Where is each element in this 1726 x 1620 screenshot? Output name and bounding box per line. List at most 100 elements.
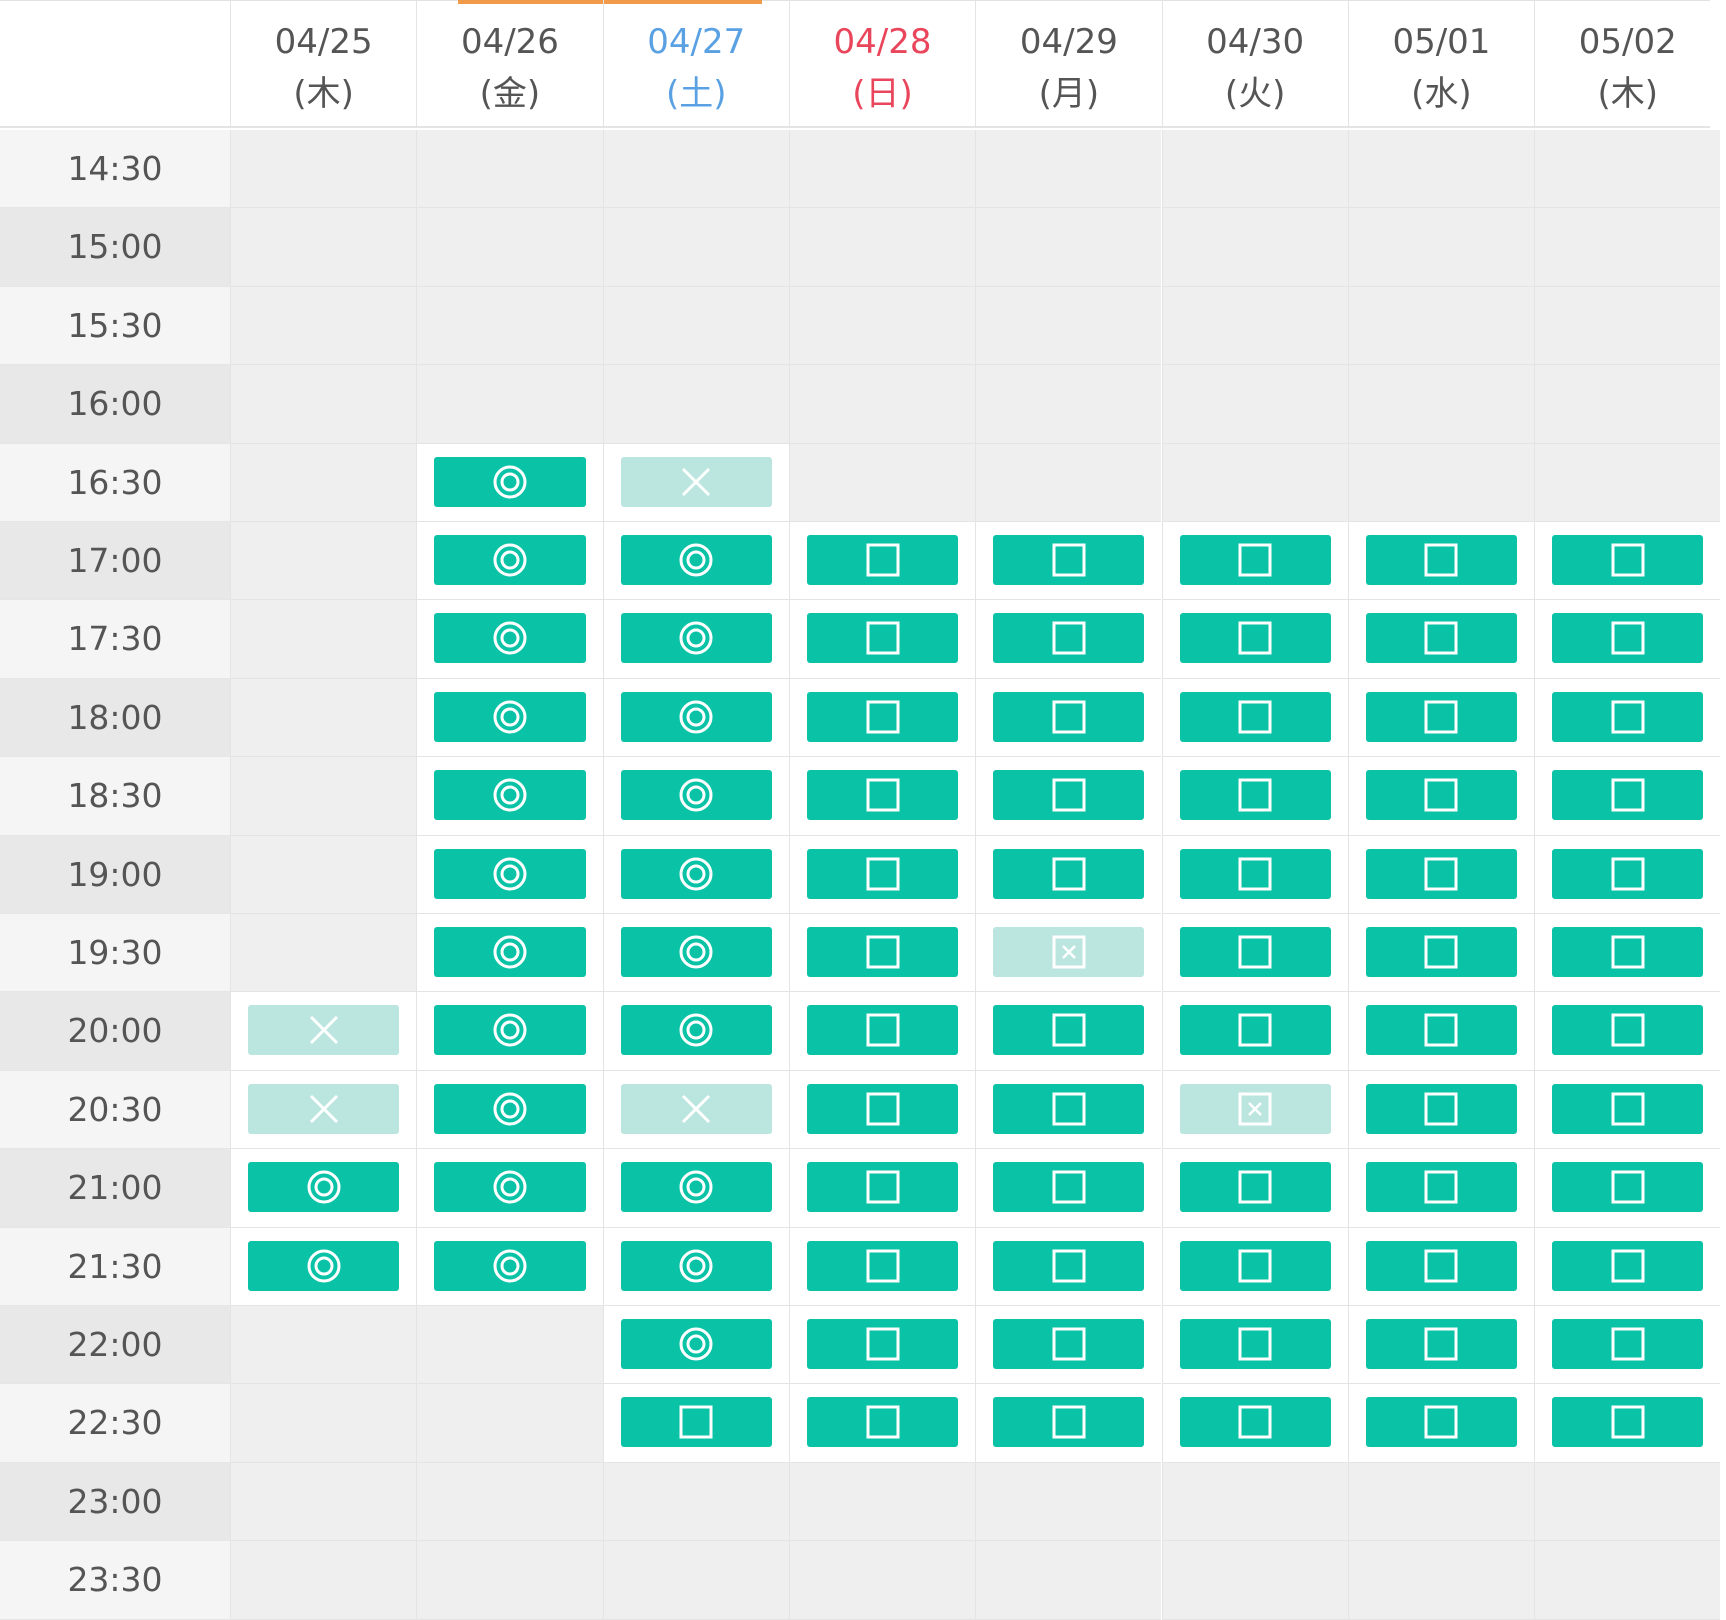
- empty-cell: [1348, 208, 1534, 286]
- available-slot-button[interactable]: [621, 692, 772, 742]
- available-slot-button[interactable]: [434, 535, 585, 585]
- available-slot-button[interactable]: [1366, 770, 1517, 820]
- available-slot-button[interactable]: [1366, 692, 1517, 742]
- available-slot-button[interactable]: [1180, 770, 1331, 820]
- available-slot-button[interactable]: [1180, 849, 1331, 899]
- available-slot-button[interactable]: [1180, 692, 1331, 742]
- available-slot-button[interactable]: [434, 927, 585, 977]
- available-slot-button[interactable]: [993, 535, 1144, 585]
- available-slot-button[interactable]: [807, 1397, 958, 1447]
- available-slot-button[interactable]: [621, 849, 772, 899]
- empty-cell: [603, 365, 789, 443]
- slot-cell: [789, 679, 975, 757]
- empty-cell: [1348, 130, 1534, 208]
- available-slot-button[interactable]: [993, 1319, 1144, 1369]
- available-slot-button[interactable]: [1180, 1005, 1331, 1055]
- available-slot-button[interactable]: [1552, 692, 1703, 742]
- available-slot-button[interactable]: [1552, 1162, 1703, 1212]
- available-slot-button[interactable]: [807, 1241, 958, 1291]
- available-slot-button[interactable]: [1366, 1162, 1517, 1212]
- available-slot-button[interactable]: [434, 613, 585, 663]
- available-slot-button[interactable]: [621, 1319, 772, 1369]
- available-slot-button[interactable]: [621, 1005, 772, 1055]
- cross-icon: [304, 1010, 344, 1050]
- available-slot-button[interactable]: [807, 1005, 958, 1055]
- slot-cell: [230, 1071, 416, 1149]
- slot-cell: [789, 600, 975, 678]
- available-slot-button[interactable]: [807, 770, 958, 820]
- available-slot-button[interactable]: [621, 613, 772, 663]
- available-slot-button[interactable]: [621, 770, 772, 820]
- available-slot-button[interactable]: [1366, 1084, 1517, 1134]
- empty-cell: [230, 1463, 416, 1541]
- available-slot-button[interactable]: [434, 1241, 585, 1291]
- available-slot-button[interactable]: [1552, 1397, 1703, 1447]
- available-slot-button[interactable]: [993, 770, 1144, 820]
- available-slot-button[interactable]: [807, 1319, 958, 1369]
- available-slot-button[interactable]: [621, 927, 772, 977]
- available-slot-button[interactable]: [1180, 1397, 1331, 1447]
- available-slot-button[interactable]: [993, 1005, 1144, 1055]
- available-slot-button[interactable]: [621, 1241, 772, 1291]
- available-slot-button[interactable]: [993, 692, 1144, 742]
- available-slot-button[interactable]: [621, 1397, 772, 1447]
- available-slot-button[interactable]: [993, 613, 1144, 663]
- available-slot-button[interactable]: [1366, 1397, 1517, 1447]
- available-slot-button[interactable]: [1366, 535, 1517, 585]
- available-slot-button[interactable]: [1180, 613, 1331, 663]
- available-slot-button[interactable]: [1366, 849, 1517, 899]
- available-slot-button[interactable]: [807, 1162, 958, 1212]
- available-slot-button[interactable]: [993, 1397, 1144, 1447]
- available-slot-button[interactable]: [1180, 1162, 1331, 1212]
- empty-cell: [416, 208, 602, 286]
- empty-cell: [975, 365, 1161, 443]
- square-icon: [863, 854, 903, 894]
- available-slot-button[interactable]: [993, 849, 1144, 899]
- available-slot-button[interactable]: [1366, 927, 1517, 977]
- slot-cell: [416, 1071, 602, 1149]
- available-slot-button[interactable]: [434, 1162, 585, 1212]
- available-slot-button[interactable]: [1366, 613, 1517, 663]
- available-slot-button[interactable]: [434, 457, 585, 507]
- available-slot-button[interactable]: [1366, 1241, 1517, 1291]
- available-slot-button[interactable]: [434, 1084, 585, 1134]
- available-slot-button[interactable]: [1552, 849, 1703, 899]
- available-slot-button[interactable]: [434, 1005, 585, 1055]
- available-slot-button[interactable]: [1366, 1319, 1517, 1369]
- available-slot-button[interactable]: [807, 613, 958, 663]
- available-slot-button[interactable]: [434, 849, 585, 899]
- slot-cell: [975, 1384, 1161, 1462]
- available-slot-button[interactable]: [993, 1162, 1144, 1212]
- available-slot-button[interactable]: [993, 1241, 1144, 1291]
- square-icon: [1049, 618, 1089, 658]
- available-slot-button[interactable]: [1552, 927, 1703, 977]
- available-slot-button[interactable]: [434, 770, 585, 820]
- available-slot-button[interactable]: [1552, 613, 1703, 663]
- available-slot-button[interactable]: [807, 535, 958, 585]
- available-slot-button[interactable]: [1552, 1005, 1703, 1055]
- cross-icon: [676, 1089, 716, 1129]
- time-label: 14:30: [0, 130, 230, 208]
- available-slot-button[interactable]: [807, 927, 958, 977]
- available-slot-button[interactable]: [1552, 535, 1703, 585]
- available-slot-button[interactable]: [1180, 927, 1331, 977]
- available-slot-button[interactable]: [1552, 1241, 1703, 1291]
- available-slot-button[interactable]: [248, 1162, 399, 1212]
- available-slot-button[interactable]: [621, 535, 772, 585]
- available-slot-button[interactable]: [807, 849, 958, 899]
- available-slot-button[interactable]: [621, 1162, 772, 1212]
- available-slot-button[interactable]: [1552, 1084, 1703, 1134]
- available-slot-button[interactable]: [807, 692, 958, 742]
- available-slot-button[interactable]: [434, 692, 585, 742]
- slot-cell: [1534, 1384, 1720, 1462]
- available-slot-button[interactable]: [993, 1084, 1144, 1134]
- available-slot-button[interactable]: [1552, 770, 1703, 820]
- available-slot-button[interactable]: [1366, 1005, 1517, 1055]
- available-slot-button[interactable]: [248, 1241, 399, 1291]
- available-slot-button[interactable]: [1180, 1241, 1331, 1291]
- available-slot-button[interactable]: [1180, 1319, 1331, 1369]
- slot-cell: [975, 679, 1161, 757]
- available-slot-button[interactable]: [1180, 535, 1331, 585]
- available-slot-button[interactable]: [807, 1084, 958, 1134]
- available-slot-button[interactable]: [1552, 1319, 1703, 1369]
